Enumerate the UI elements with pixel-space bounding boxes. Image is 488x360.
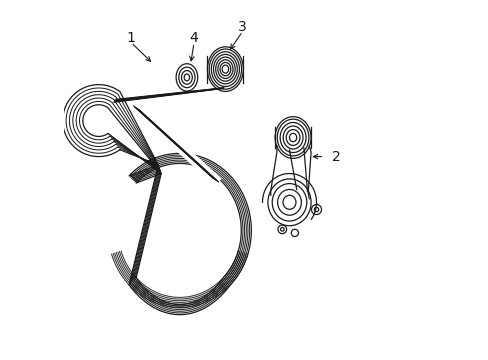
Text: 3: 3 <box>238 20 246 34</box>
Text: 1: 1 <box>126 31 135 45</box>
Text: 4: 4 <box>189 31 198 45</box>
Text: 2: 2 <box>331 150 340 163</box>
